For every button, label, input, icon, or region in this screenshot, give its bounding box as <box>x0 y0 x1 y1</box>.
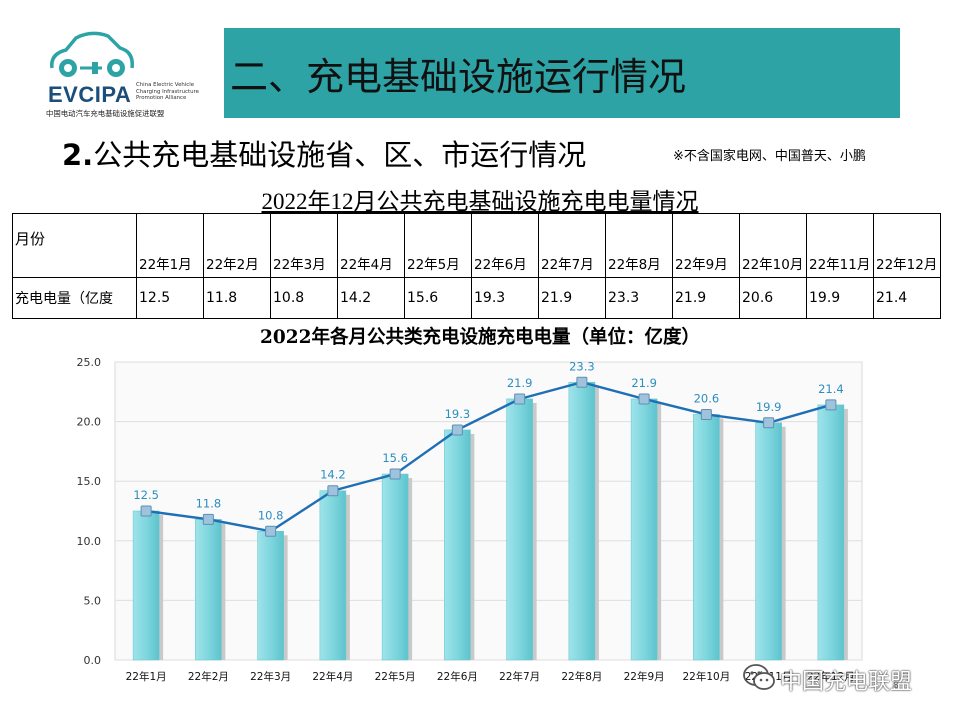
x-tick-label: 22年2月 <box>188 670 229 683</box>
bar <box>568 381 596 661</box>
series-line <box>145 381 832 533</box>
x-tick-label: 22年3月 <box>250 670 291 683</box>
title-bar: 二、充电基础设施运行情况 <box>224 28 900 118</box>
page-number: 8 <box>893 681 899 691</box>
watermark: 中国充电联盟 <box>742 662 932 695</box>
line-marker <box>638 393 650 405</box>
data-label: 19.3 <box>445 407 471 421</box>
line-marker <box>451 424 463 436</box>
bar <box>444 429 471 661</box>
table-cell-month: 22年3月 <box>270 213 338 278</box>
table-cell-month: 22年4月 <box>337 213 405 278</box>
section-subtitle: 2.公共充电基础设施省、区、市运行情况 <box>62 132 586 174</box>
table-header-volume: 充电电量（亿度 <box>12 277 137 319</box>
wechat-icon <box>743 664 775 690</box>
table-cell-month: 22年7月 <box>538 213 606 278</box>
chart-title: 2022年各月公共类充电设施充电电量（单位：亿度） <box>260 327 700 348</box>
table-cell-value: 14.2 <box>337 277 405 319</box>
section-number: 2. <box>62 138 94 172</box>
plot-area <box>114 361 863 661</box>
watermark-text: 中国充电联盟 <box>780 670 913 695</box>
section-title: 公共充电基础设施省、区、市运行情况 <box>93 138 587 172</box>
data-label: 19.9 <box>756 400 782 414</box>
y-tick-label: 20.0 <box>77 416 102 429</box>
line-marker <box>202 513 214 525</box>
table-row-months: 月份 22年1月 22年2月 22年3月 22年4月 22年5月 22年6月 2… <box>12 213 941 278</box>
bar <box>817 404 845 661</box>
page-title: 二、充电基础设施运行情况 <box>230 55 687 99</box>
y-tick-label: 25.0 <box>77 356 102 369</box>
table-cell-month: 22年8月 <box>605 213 673 278</box>
data-label: 11.8 <box>196 496 222 510</box>
logo-chinese-text: 中国电动汽车充电基础设施促进联盟 <box>46 109 165 118</box>
table-cell-value: 21.4 <box>873 277 941 319</box>
bar <box>195 519 222 661</box>
x-tick-label: 22年7月 <box>499 670 540 683</box>
line-marker <box>763 417 775 429</box>
evcipa-logo: EVCIPA China Electric Vehicle Charging I… <box>44 28 204 120</box>
line-marker <box>140 505 152 517</box>
y-tick-label: 5.0 <box>84 594 102 607</box>
line-marker <box>389 468 401 480</box>
data-label: 12.5 <box>133 488 159 502</box>
table-cell-month: 22年6月 <box>471 213 539 278</box>
x-tick-label: 22年10月 <box>683 670 731 683</box>
line-marker <box>825 399 837 411</box>
data-label: 21.4 <box>818 382 844 396</box>
bar <box>132 510 160 661</box>
table-row-values: 充电电量（亿度 12.5 11.8 10.8 14.2 15.6 19.3 21… <box>12 277 941 319</box>
data-label: 21.9 <box>631 376 657 390</box>
table-cell-month: 22年10月 <box>739 213 807 278</box>
table-cell-value: 21.9 <box>672 277 740 319</box>
car-outline-icon <box>50 31 134 77</box>
bar <box>630 398 658 661</box>
bar <box>506 398 533 661</box>
table-cell-month: 22年12月 <box>873 213 941 278</box>
charging-volume-table: 月份 22年1月 22年2月 22年3月 22年4月 22年5月 22年6月 2… <box>12 213 941 319</box>
x-tick-label: 22年5月 <box>375 670 416 683</box>
bar <box>257 530 284 661</box>
table-cell-value: 19.9 <box>806 277 874 319</box>
bar <box>381 473 409 661</box>
logo-name: EVCIPA <box>48 82 132 107</box>
bar <box>755 422 782 661</box>
table-cell-value: 15.6 <box>404 277 472 319</box>
table-cell-month: 22年5月 <box>404 213 472 278</box>
table-cell-value: 12.5 <box>136 277 204 319</box>
table-cell-month: 22年1月 <box>136 213 204 278</box>
data-label: 14.2 <box>320 468 346 482</box>
bar <box>693 414 720 661</box>
table-cell-month: 22年2月 <box>203 213 271 278</box>
table-title: 2022年12月公共充电基础设施充电电量情况 <box>261 189 699 214</box>
exclusion-note: ※不含国家电网、中国普天、小鹏 <box>673 149 866 164</box>
x-tick-label: 22年4月 <box>312 670 353 683</box>
data-label: 20.6 <box>694 391 720 405</box>
logo-english-text: China Electric Vehicle Charging Infrastr… <box>136 82 199 102</box>
line-marker <box>327 485 339 497</box>
line-marker <box>576 376 588 388</box>
line-marker <box>700 408 712 420</box>
y-tick-label: 15.0 <box>77 475 102 488</box>
line-marker <box>514 393 526 405</box>
table-cell-value: 23.3 <box>605 277 673 319</box>
x-tick-label: 22年9月 <box>624 670 665 683</box>
data-label: 10.8 <box>258 508 284 522</box>
line-marker <box>265 525 277 537</box>
x-tick-label: 22年12月 <box>807 670 855 683</box>
bar <box>319 490 347 661</box>
data-label: 15.6 <box>382 451 408 465</box>
table-cell-value: 20.6 <box>739 277 807 319</box>
table-cell-month: 22年11月 <box>806 213 874 278</box>
x-tick-label: 22年8月 <box>561 670 602 683</box>
y-tick-label: 0.0 <box>84 654 102 667</box>
x-tick-label: 22年1月 <box>126 670 167 683</box>
y-tick-label: 10.0 <box>77 535 102 548</box>
data-label: 23.3 <box>569 359 595 373</box>
data-label: 21.9 <box>507 376 533 390</box>
x-tick-label: 22年6月 <box>437 670 478 683</box>
